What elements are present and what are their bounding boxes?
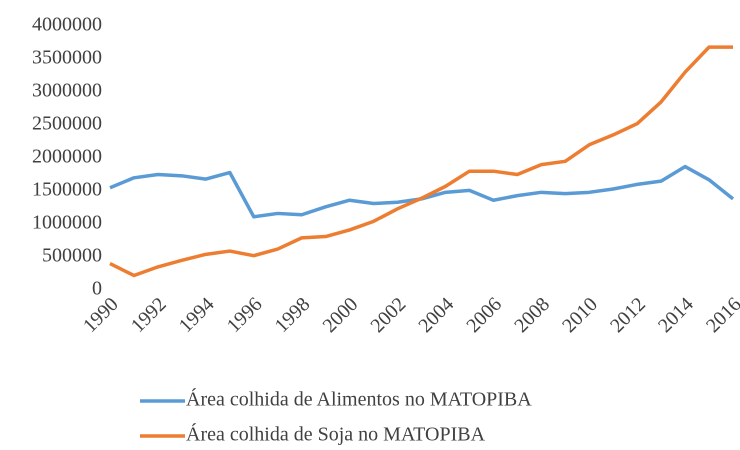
y-tick-label: 3000000 (32, 80, 102, 102)
x-tick-label: 2006 (462, 293, 506, 337)
y-tick-label: 2500000 (32, 113, 102, 135)
x-tick-label: 1998 (271, 293, 315, 337)
y-tick-label: 0 (92, 278, 102, 300)
x-tick-label: 1994 (175, 293, 219, 337)
y-tick-label: 1000000 (32, 212, 102, 234)
legend-label: Área colhida de Alimentos no MATOPIBA (186, 388, 532, 411)
x-tick-label: 2008 (510, 293, 554, 337)
y-tick-label: 500000 (42, 245, 102, 267)
legend-label: Área colhida de Soja no MATOPIBA (186, 423, 486, 446)
x-tick-label: 1990 (79, 293, 123, 337)
x-tick-label: 1996 (223, 293, 267, 337)
y-tick-label: 2000000 (32, 146, 102, 168)
x-tick-label: 2012 (606, 293, 650, 337)
y-tick-label: 1500000 (32, 179, 102, 201)
x-tick-label: 1992 (127, 293, 171, 337)
y-tick-label: 3500000 (32, 47, 102, 69)
data-line (109, 45, 733, 278)
data-line (109, 164, 735, 219)
y-tick-label: 4000000 (32, 14, 102, 36)
x-tick-label: 2016 (702, 293, 740, 337)
x-tick-label: 2014 (654, 293, 698, 337)
x-tick-label: 2002 (366, 293, 410, 337)
x-tick-label: 2000 (319, 293, 363, 337)
x-tick-label: 2010 (558, 293, 602, 337)
x-tick-label: 2004 (414, 293, 458, 337)
